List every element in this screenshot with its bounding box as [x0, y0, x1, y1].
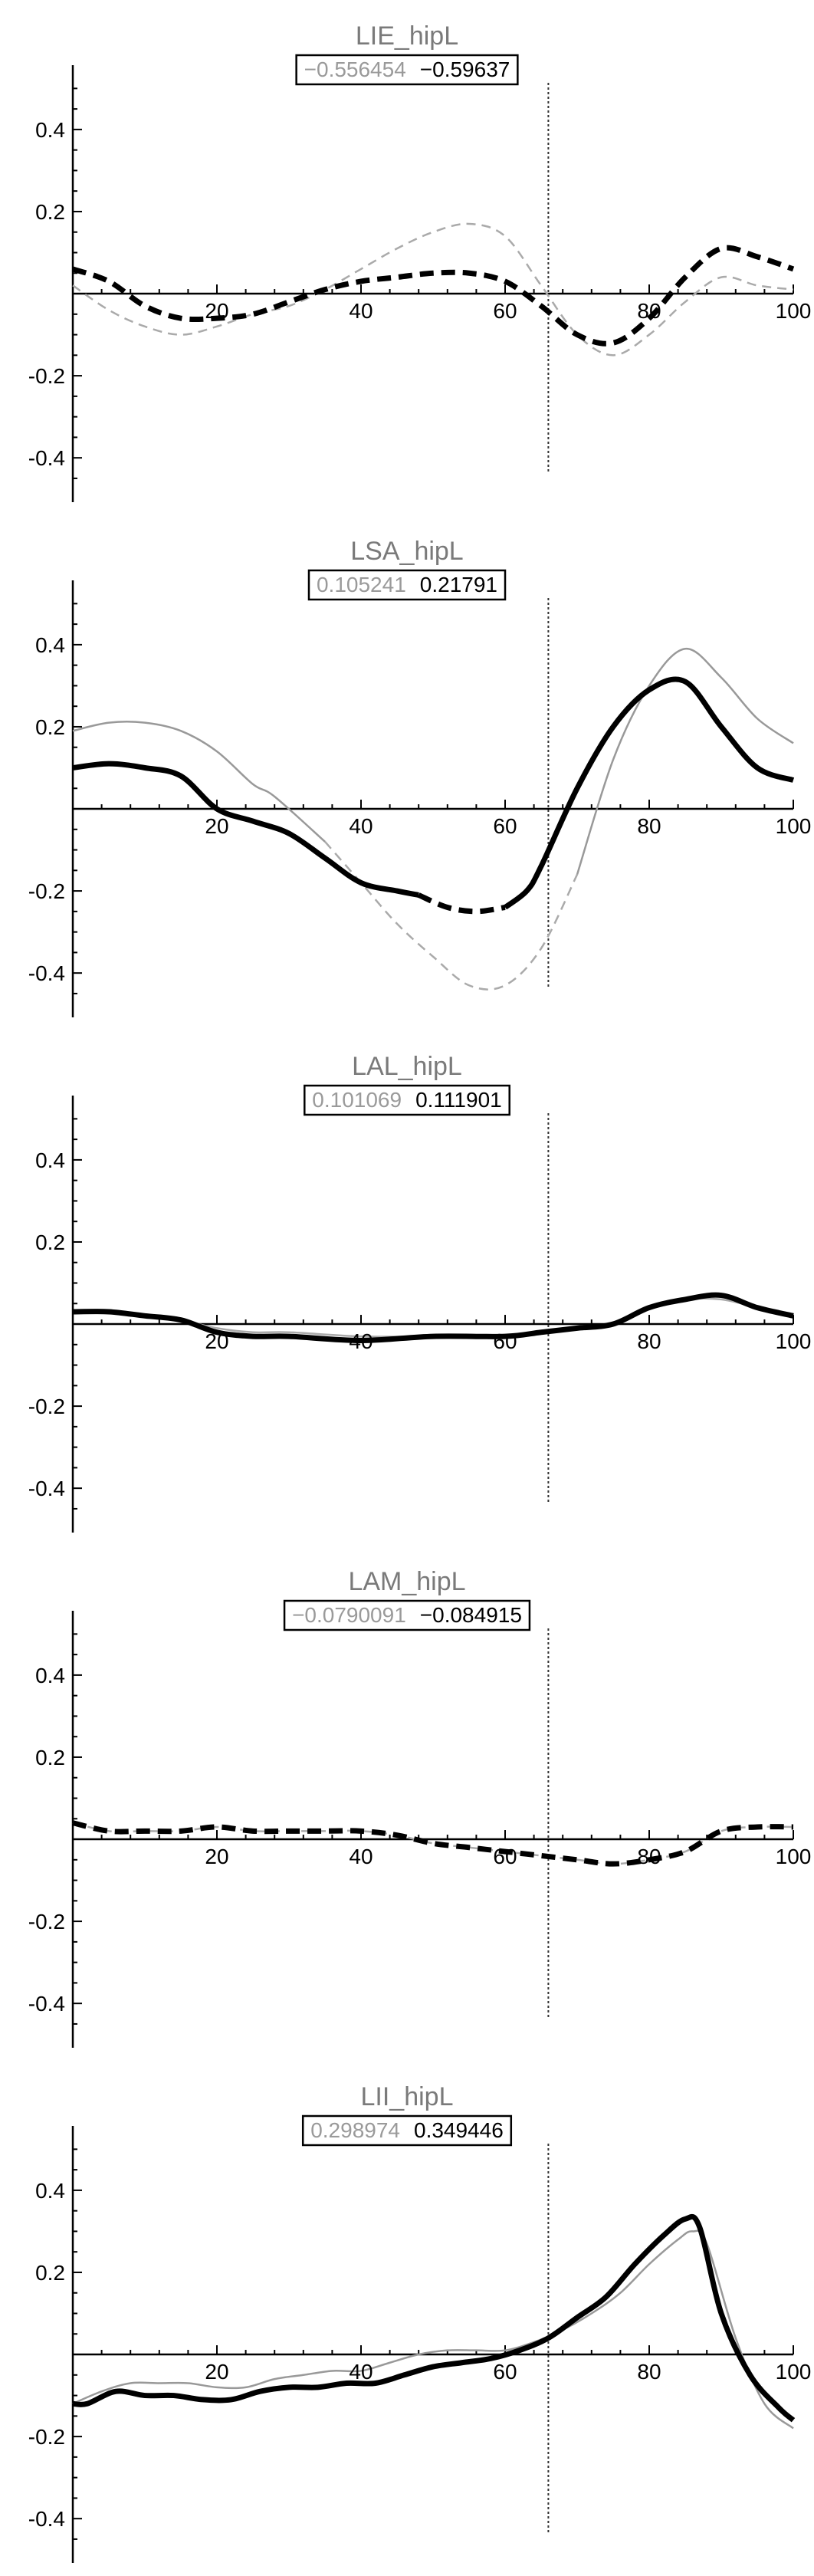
- chart-panel-LAL_hipL: LAL_hipL 0.101069 0.111901 -0.4 -0.2 0.2 0.4 20…: [28, 1052, 812, 1533]
- y-tick-label: -0.4: [28, 446, 65, 470]
- x-tick-label: 100: [776, 1329, 812, 1353]
- x-tick-label: 80: [637, 1329, 661, 1353]
- value-current: 0.21791: [420, 573, 497, 596]
- value-current: −0.59637: [420, 58, 510, 81]
- x-tick-label: 40: [349, 814, 373, 838]
- y-tick-label: 0.4: [35, 2179, 65, 2203]
- y-tick-label: 0.2: [35, 200, 65, 224]
- value-reference: −0.0790091: [292, 1603, 406, 1627]
- y-tick-label: -0.2: [28, 879, 65, 903]
- chart-panel-LIE_hipL: LIE_hipL −0.556454 −0.59637 -0.4 -0.2 0.2 0.4 2…: [28, 21, 812, 502]
- chart-panel-LII_hipL: LII_hipL 0.298974 0.349446 -0.4 -0.2 0.2 0.4 20…: [28, 2082, 812, 2563]
- series-line-0: [72, 2229, 794, 2430]
- series-line-0: [72, 222, 794, 356]
- x-tick-label: 100: [776, 2360, 812, 2384]
- y-tick-label: 0.2: [35, 1746, 65, 1769]
- value-reference: 0.298974: [310, 2118, 400, 2142]
- value-box: [307, 569, 507, 601]
- value-box: [304, 1084, 510, 1116]
- x-tick-label: 40: [349, 299, 373, 323]
- y-tick-label: -0.2: [28, 2425, 65, 2449]
- series-line-0: [72, 721, 326, 843]
- y-tick-label: -0.2: [28, 364, 65, 388]
- x-tick-label: 100: [776, 1845, 812, 1868]
- series-line-1: [72, 1292, 794, 1343]
- y-tick-label: -0.4: [28, 1477, 65, 1500]
- x-tick-label: 20: [205, 2360, 228, 2384]
- series-line-1: [71, 245, 795, 347]
- series-line-5: [503, 676, 795, 910]
- value-current: −0.084915: [420, 1603, 522, 1627]
- series-line-1: [324, 841, 579, 991]
- value-reference: −0.556454: [304, 58, 406, 81]
- y-tick-label: 0.4: [35, 1664, 65, 1687]
- series-line-2: [576, 647, 794, 876]
- x-tick-label: 60: [493, 299, 517, 323]
- x-tick-label: 60: [493, 1845, 517, 1868]
- y-tick-label: 0.2: [35, 715, 65, 739]
- chart-title: LAM_hipL: [348, 1567, 465, 1596]
- x-tick-label: 40: [349, 1329, 373, 1353]
- y-tick-label: 0.2: [35, 2261, 65, 2285]
- chart-panel-LAM_hipL: LAM_hipL −0.0790091 −0.084915 -0.4 -0.2 0.2 0.…: [28, 1567, 812, 2048]
- y-tick-label: 0.4: [35, 633, 65, 657]
- x-tick-label: 60: [493, 814, 517, 838]
- series-line-1: [72, 2213, 796, 2423]
- chart-title: LSA_hipL: [350, 537, 463, 566]
- y-tick-label: -0.4: [28, 961, 65, 985]
- series-line-3: [72, 761, 419, 898]
- value-box: [301, 2114, 513, 2147]
- value-current: 0.349446: [414, 2118, 504, 2142]
- value-current: 0.111901: [415, 1088, 502, 1112]
- x-tick-label: 100: [776, 299, 812, 323]
- y-tick-label: 0.2: [35, 1230, 65, 1254]
- x-tick-label: 80: [637, 2360, 661, 2384]
- series-line-1: [72, 1820, 794, 1867]
- series-line-4: [417, 892, 506, 915]
- value-reference: 0.101069: [312, 1088, 402, 1112]
- value-box: [283, 1599, 531, 1631]
- chart-title: LAL_hipL: [352, 1052, 462, 1081]
- x-tick-label: 20: [205, 1329, 228, 1353]
- x-tick-label: 80: [637, 814, 661, 838]
- x-tick-label: 40: [349, 1845, 373, 1868]
- y-tick-label: -0.2: [28, 1910, 65, 1934]
- y-tick-label: -0.4: [28, 2507, 65, 2531]
- x-tick-label: 20: [205, 1845, 228, 1868]
- chart-title: LII_hipL: [361, 2082, 454, 2111]
- x-tick-label: 100: [776, 814, 812, 838]
- value-reference: 0.105241: [317, 573, 406, 596]
- y-tick-label: 0.4: [35, 118, 65, 142]
- x-tick-label: 20: [205, 814, 228, 838]
- y-tick-label: 0.4: [35, 1148, 65, 1172]
- x-tick-label: 20: [205, 299, 228, 323]
- x-tick-label: 80: [637, 299, 661, 323]
- value-box: [295, 54, 519, 86]
- x-tick-label: 80: [637, 1845, 661, 1868]
- chart-title: LIE_hipL: [356, 21, 458, 51]
- x-tick-label: 40: [349, 2360, 373, 2384]
- x-tick-label: 60: [493, 2360, 517, 2384]
- chart-panel-LSA_hipL: LSA_hipL 0.105241 0.21791 -0.4 -0.2 0.2 0.4 20 4…: [28, 537, 812, 1017]
- x-tick-label: 60: [493, 1329, 517, 1353]
- y-tick-label: -0.2: [28, 1395, 65, 1418]
- y-tick-label: -0.4: [28, 1992, 65, 2016]
